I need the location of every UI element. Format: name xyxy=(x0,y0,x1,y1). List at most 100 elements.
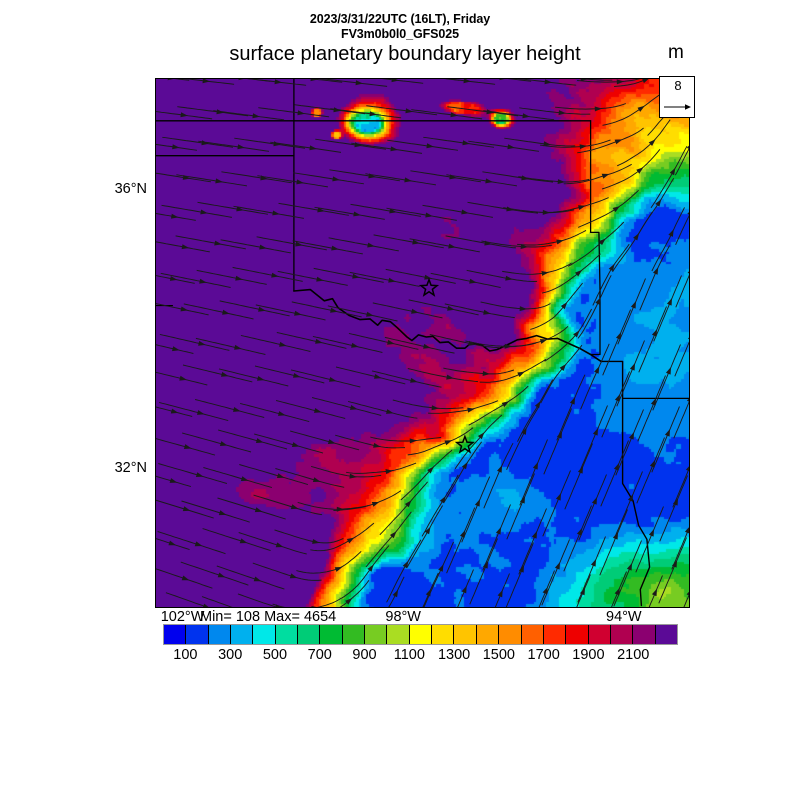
streamline xyxy=(291,301,362,318)
colorbar-tick-label: 500 xyxy=(262,647,288,663)
streamline-arrow-icon xyxy=(463,79,471,84)
streamline xyxy=(310,522,375,552)
streamline-arrow-icon xyxy=(542,586,548,595)
y-axis-tick-32N: 32°N xyxy=(114,459,147,476)
streamline xyxy=(504,137,576,147)
streamline-arrow-icon xyxy=(411,308,419,314)
streamline xyxy=(157,531,226,555)
streamline xyxy=(314,206,385,220)
streamline xyxy=(446,507,476,574)
colorbar-tick-label: 900 xyxy=(352,647,377,663)
streamline-arrow-icon xyxy=(392,589,399,598)
streamline xyxy=(351,142,423,154)
streamline xyxy=(379,481,428,536)
streamline xyxy=(297,501,369,510)
streamline-arrow-icon xyxy=(532,462,538,470)
streamline xyxy=(255,304,326,321)
streamline xyxy=(165,592,208,607)
streamline xyxy=(519,107,591,115)
streamline xyxy=(160,272,231,288)
streamline xyxy=(156,275,195,284)
streamline-arrow-icon xyxy=(555,493,561,501)
streamline-arrow-icon xyxy=(317,207,325,213)
streamline-arrow-icon xyxy=(198,340,206,346)
streamline xyxy=(443,367,515,375)
reference-vector-key: 8 xyxy=(659,76,695,118)
streamline-arrow-icon xyxy=(374,374,382,379)
streamline-arrow-icon xyxy=(495,527,501,535)
streamline-arrow-icon xyxy=(668,229,674,237)
streamline-arrow-icon xyxy=(671,560,677,568)
streamline xyxy=(563,505,592,572)
streamline-arrow-icon xyxy=(575,269,583,277)
streamline-arrow-icon xyxy=(636,167,644,174)
streamline-arrow-icon xyxy=(290,504,299,510)
streamline xyxy=(276,332,347,349)
streamline-arrow-icon xyxy=(183,444,192,449)
streamline xyxy=(346,462,417,474)
streamline-arrow-icon xyxy=(501,401,510,408)
streamline xyxy=(294,104,366,115)
streamline-arrow-icon xyxy=(447,305,455,311)
colorbar-tick-label: 1900 xyxy=(572,647,605,663)
streamline xyxy=(422,572,439,607)
streamline-arrow-icon xyxy=(253,576,262,582)
streamline-arrow-icon xyxy=(685,466,689,471)
streamline-arrow-icon xyxy=(499,79,505,81)
streamline xyxy=(183,303,254,320)
streamline xyxy=(161,204,232,218)
border-arkansas-oklahoma xyxy=(589,120,601,356)
streamline xyxy=(310,465,382,478)
streamline xyxy=(479,358,547,383)
streamline-arrow-icon xyxy=(169,478,178,483)
streamline-arrow-icon xyxy=(194,541,203,547)
streamline xyxy=(428,400,499,414)
colorbar-swatch xyxy=(342,625,366,644)
streamline-arrow-icon xyxy=(505,275,513,281)
streamline-arrow-icon xyxy=(366,311,374,317)
streamline xyxy=(502,262,572,275)
streamline-arrow-icon xyxy=(534,400,541,409)
colorbar-tick-labels: 100 300 500 700 900 1100 1300 1500 1700 1900 2100 xyxy=(0,647,800,667)
streamline-arrow-icon xyxy=(614,139,623,145)
streamline-arrow-icon xyxy=(460,530,466,538)
streamline xyxy=(274,529,344,544)
streamline xyxy=(538,570,555,607)
streamline-arrow-icon xyxy=(426,143,434,149)
streamline-arrow-icon xyxy=(179,375,187,381)
streamline xyxy=(555,103,626,110)
streamline-arrow-icon xyxy=(482,371,490,376)
streamline-arrow-icon xyxy=(315,338,323,344)
streamline xyxy=(184,79,235,85)
streamline xyxy=(156,143,198,151)
streamline xyxy=(384,336,455,354)
streamline xyxy=(182,364,253,383)
streamline-arrow-icon xyxy=(355,80,363,86)
colorbar-swatch xyxy=(186,625,209,644)
streamline xyxy=(658,537,687,604)
streamline-arrow-icon xyxy=(653,267,659,275)
streamline xyxy=(675,274,689,308)
border-texas-louisiana xyxy=(600,360,651,607)
streamline-arrow-icon xyxy=(612,206,620,213)
colorbar-tick-label: 700 xyxy=(307,647,332,663)
streamline-arrow-icon xyxy=(444,440,453,446)
streamline-arrow-icon xyxy=(404,177,412,183)
streamline xyxy=(567,221,625,267)
streamline-arrow-icon xyxy=(424,526,431,535)
streamline xyxy=(639,245,671,311)
streamline xyxy=(181,500,250,523)
streamline xyxy=(388,576,405,607)
streamline-arrow-icon xyxy=(684,527,689,534)
streamline-arrow-icon xyxy=(554,562,560,570)
colorbar-swatch xyxy=(610,625,634,644)
streamline xyxy=(406,505,444,568)
streamline xyxy=(218,368,289,387)
streamline xyxy=(517,79,577,86)
units-label: m xyxy=(668,42,684,63)
streamline-arrow-icon xyxy=(450,112,458,118)
streamline xyxy=(232,266,303,282)
streamline xyxy=(651,406,680,473)
streamline-arrow-icon xyxy=(504,343,512,349)
streamline xyxy=(408,299,479,316)
